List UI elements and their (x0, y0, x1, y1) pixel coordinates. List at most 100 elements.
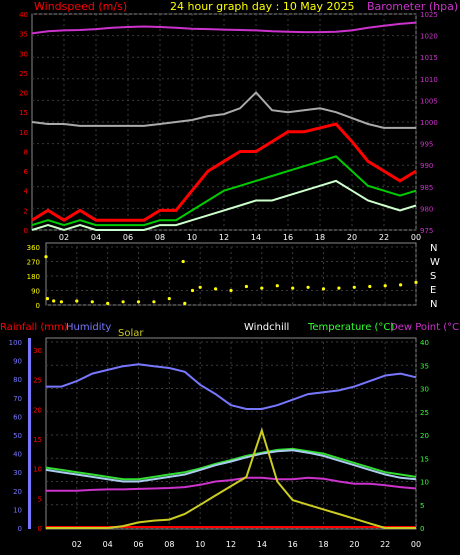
rainfall-tick-label: 15 (33, 436, 42, 444)
barometer-tick-label: 1020 (420, 33, 438, 41)
compass-label: S (430, 271, 436, 282)
temperature-tick-label: 30 (420, 386, 429, 394)
temperature-line (45, 447, 417, 481)
barometer-tick-label: 985 (420, 184, 433, 192)
windspeed-axis-label: Windspeed (m/s) (34, 0, 127, 13)
direction-point (106, 301, 110, 305)
temperature-x-tick-label: 12 (226, 540, 236, 549)
barometer-line (31, 21, 417, 35)
direction-point (321, 287, 326, 291)
temperature-x-tick-label: 18 (318, 540, 328, 549)
direction-point (90, 300, 94, 304)
barometer-tick-label: 980 (420, 205, 433, 213)
windchill-line (45, 449, 417, 483)
humidity-tick-label: 40 (13, 451, 22, 459)
humidity-tick-label: 0 (18, 525, 22, 533)
direction-point (229, 288, 233, 293)
direction-point (181, 259, 185, 264)
temperature-x-tick-label: 14 (257, 540, 267, 549)
temperature-tick-label: 20 (420, 432, 429, 440)
barometer-axis-label: Barometer (hpa) (367, 0, 458, 13)
windspeed-tick-label: 10 (19, 129, 28, 137)
compass-label: W (430, 257, 440, 268)
windspeed-tick-label: 8 (24, 148, 28, 156)
windspeed-tick-label: 2 (24, 207, 28, 215)
direction-tick-label: 0 (36, 302, 40, 310)
barometer-axis-ticks: 975 980 985 990 995 1000 1005 1010 1015 1020 1025 (420, 11, 438, 235)
barometer-tick-label: 1025 (420, 11, 438, 19)
grey-series-line (31, 91, 416, 129)
temperature-tick-label: 25 (420, 409, 429, 417)
dewpoint-line (46, 476, 417, 492)
dewpoint-label: Dew Point (°C) (390, 322, 460, 333)
direction-tick-label: 360 (27, 244, 40, 252)
windspeed-tick-label: 30 (19, 50, 28, 58)
direction-tick-label: 270 (27, 259, 40, 267)
wind-x-tick-label: 18 (315, 233, 325, 242)
barometer-tick-label: 995 (420, 141, 433, 149)
temperature-tick-label: 40 (420, 339, 429, 347)
humidity-axis-ticks: 0 10 20 30 40 50 60 70 80 90 100 (9, 339, 22, 533)
temperature-x-axis-ticks: 02 04 06 08 10 12 14 16 18 20 22 00 (72, 540, 421, 549)
windspeed-tick-label: 20 (19, 90, 28, 98)
humidity-line (46, 363, 417, 410)
temperature-tick-label: 0 (420, 525, 424, 533)
barometer-tick-label: 1005 (420, 97, 438, 105)
wind-x-tick-label: 14 (251, 233, 261, 242)
rainfall-tick-label: 0 (38, 525, 42, 533)
direction-point (167, 297, 171, 301)
direction-point (183, 301, 187, 305)
rainfall-axis-ticks: 0 5 10 15 20 25 30 (33, 347, 42, 533)
wind-series (31, 21, 417, 232)
wind-x-tick-label: 12 (219, 233, 229, 242)
direction-point (152, 300, 156, 304)
temperature-x-tick-label: 04 (103, 540, 113, 549)
wind-x-tick-label: 04 (91, 233, 101, 242)
temperature-panel: 02 04 06 08 10 12 14 16 18 20 22 00 010203040506070… (0, 322, 460, 549)
direction-point (306, 285, 310, 289)
direction-point (275, 284, 279, 288)
direction-point (383, 284, 387, 288)
direction-point (52, 299, 56, 303)
windspeed-tick-label: 4 (24, 188, 29, 196)
direction-point (291, 286, 295, 290)
direction-point (44, 255, 48, 259)
temperature-series (45, 363, 417, 529)
wind-x-tick-label: 10 (187, 233, 197, 242)
rainfall-tick-label: 30 (33, 347, 42, 355)
temperature-tick-label: 5 (420, 502, 424, 510)
barometer-tick-label: 975 (420, 227, 433, 235)
windspeed-tick-label: 25 (19, 70, 28, 78)
direction-points (44, 255, 418, 305)
humidity-tick-label: 30 (13, 469, 22, 477)
temperature-x-tick-label: 22 (380, 540, 390, 549)
temperature-tick-label: 10 (420, 479, 429, 487)
barometer-tick-label: 990 (420, 162, 433, 170)
direction-point (198, 285, 202, 289)
direction-point (337, 286, 341, 290)
temperature-axis-ticks: 0 5 10 15 20 25 30 35 40 (420, 339, 429, 533)
speed-line (31, 179, 417, 232)
humidity-tick-label: 10 (13, 506, 22, 514)
barometer-tick-label: 1015 (420, 54, 438, 62)
humidity-tick-label: 50 (13, 432, 22, 440)
compass-label: E (430, 285, 436, 296)
direction-point (414, 280, 418, 284)
wind-x-axis-ticks: 02 04 06 08 10 12 14 16 18 20 22 00 (59, 233, 421, 242)
direction-point (214, 287, 218, 291)
temperature-x-tick-label: 16 (288, 540, 298, 549)
humidity-tick-label: 20 (13, 488, 22, 496)
windspeed-tick-label: 6 (24, 168, 29, 176)
direction-point (368, 284, 372, 289)
direction-point (121, 300, 125, 304)
wind-x-tick-label: 16 (283, 233, 293, 242)
temperature-x-tick-label: 06 (133, 540, 143, 549)
humidity-tick-label: 70 (13, 395, 22, 403)
chart-title: 24 hour graph day : 10 May 2025 (170, 0, 355, 13)
humidity-axis-bar (28, 338, 31, 529)
direction-point (244, 284, 248, 289)
wind-x-tick-label: 02 (59, 233, 69, 242)
